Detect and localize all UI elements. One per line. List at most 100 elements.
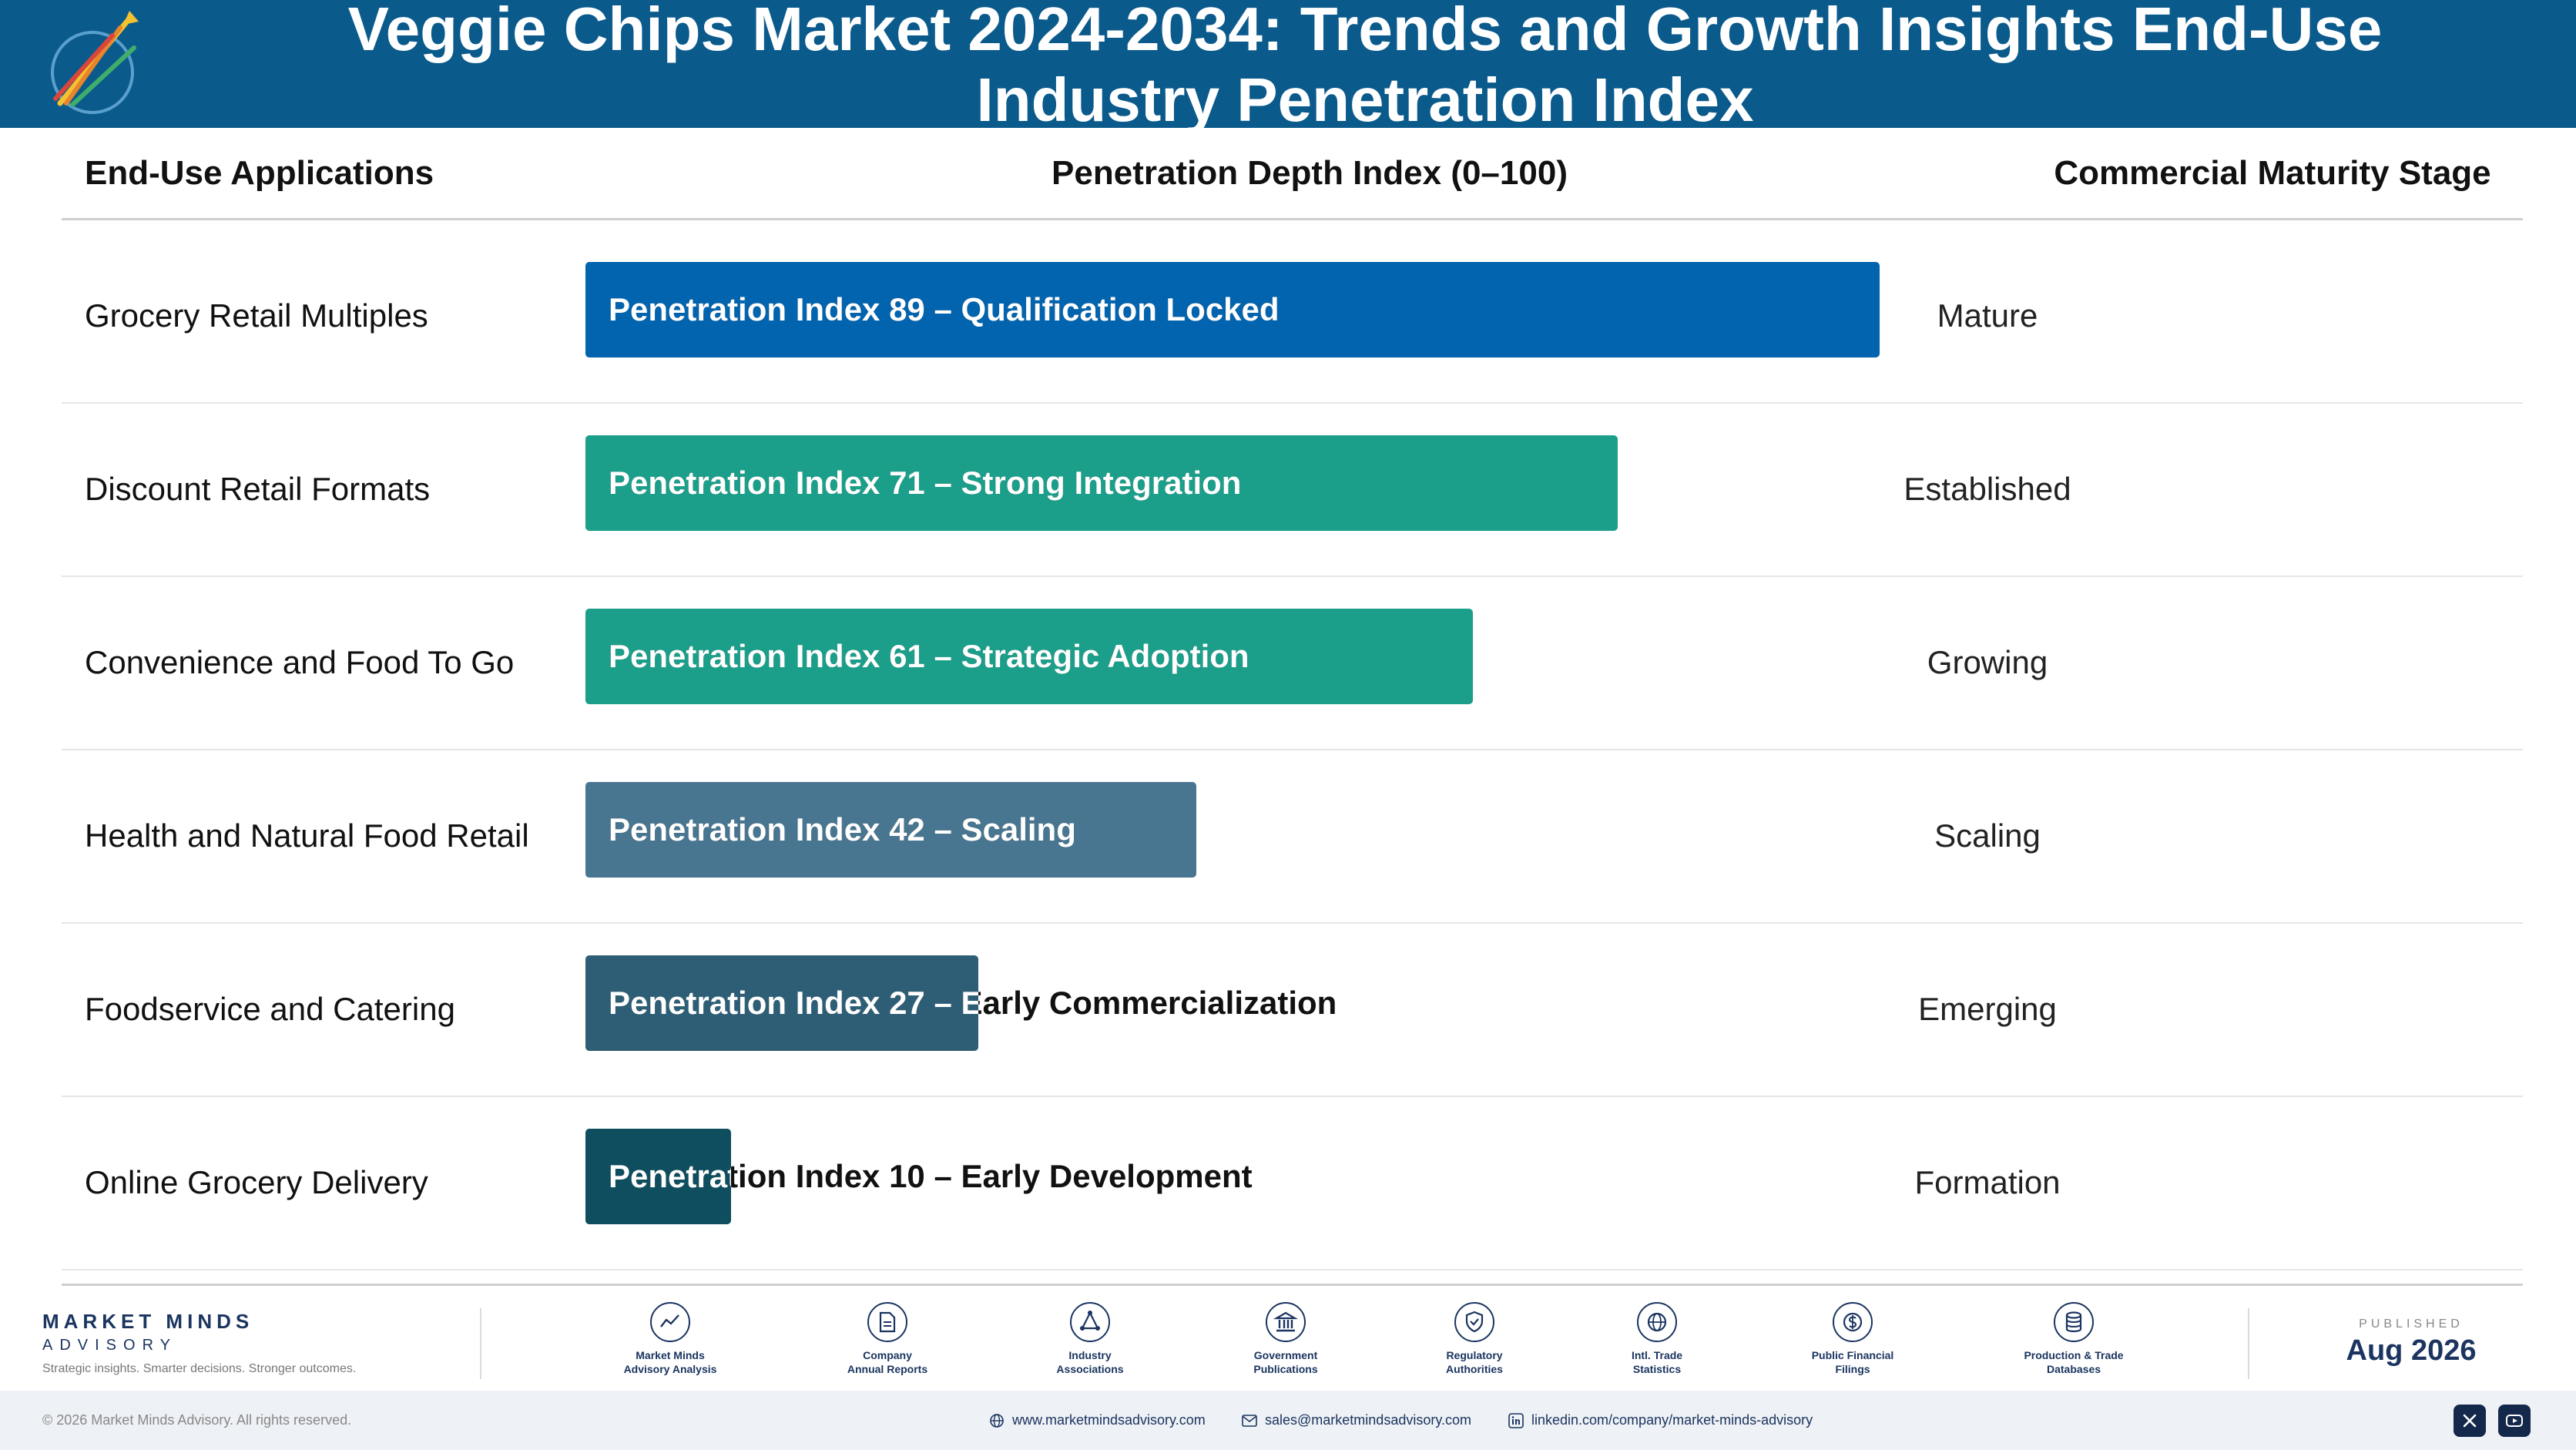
source-item: Intl. Trade Statistics (1572, 1302, 1742, 1376)
source-item: Company Annual Reports (803, 1302, 972, 1376)
category-label: Health and Natural Food Retail (85, 817, 529, 854)
website-link[interactable]: www.marketmindsadvisory.com (989, 1391, 1206, 1450)
source-label-line-2: Advisory Analysis (623, 1363, 717, 1375)
bar-label: Penetration Index 71 – Strong Integratio… (609, 465, 1242, 501)
source-label-line-1: Company (863, 1349, 912, 1361)
chart-row: Foodservice and Catering Penetration Inde… (62, 923, 2523, 1097)
brand-tagline: Strategic insights. Smarter decisions. S… (42, 1362, 357, 1375)
x-icon (2463, 1414, 2477, 1428)
bar-label-inbar: Penetration Index 10 – Early Development (609, 1158, 731, 1194)
chart-row: Convenience and Food To Go Penetration In… (62, 576, 2523, 750)
brand-sub: ADVISORY (42, 1337, 177, 1354)
category-label: Online Grocery Delivery (85, 1164, 428, 1200)
maturity-stage: Emerging (1918, 991, 2057, 1027)
email-link[interactable]: sales@marketmindsadvisory.com (1242, 1391, 1471, 1450)
category-label: Foodservice and Catering (85, 991, 455, 1027)
source-label: Market Minds Advisory Analysis (585, 1348, 755, 1376)
source-label-line-2: Filings (1835, 1363, 1870, 1375)
chart-row: Discount Retail Formats Penetration Index… (62, 403, 2523, 577)
index-bar (585, 609, 1473, 704)
column-header-stage: Commercial Maturity Stage (2054, 154, 2491, 192)
header-banner: Veggie Chips Market 2024-2034: Trends an… (0, 0, 2576, 128)
category-label: Grocery Retail Multiples (85, 297, 428, 334)
source-label-line-2: Publications (1253, 1363, 1318, 1375)
maturity-stage: Established (1903, 471, 2071, 507)
bar-label-inbar: Penetration Index 71 – Strong Integratio… (609, 465, 1242, 501)
bar-label: Penetration Index 27 – Early Commerciali… (609, 985, 1337, 1021)
source-label-line-1: Regulatory (1446, 1349, 1503, 1361)
bar-label-inbar: Penetration Index 27 – Early Commerciali… (609, 985, 978, 1021)
youtube-social-button[interactable] (2498, 1405, 2531, 1437)
source-label: Regulatory Authorities (1390, 1348, 1559, 1376)
globe-icon (1637, 1302, 1677, 1342)
bar-label-overlay: Penetration Index 89 – Qualification Loc… (585, 262, 1880, 357)
maturity-stage: Mature (1937, 297, 2038, 334)
published-date: Aug 2026 (2346, 1334, 2477, 1367)
footer-divider (480, 1308, 481, 1379)
category-label: Discount Retail Formats (85, 471, 431, 507)
bar-label: Penetration Index 10 – Early Development (609, 1158, 1253, 1194)
brand-name: MARKET MINDS (42, 1310, 254, 1333)
table-bottom-divider (62, 1284, 2523, 1286)
globe-icon (990, 1413, 1004, 1428)
title-line-2: Industry Penetration Index (976, 65, 1754, 128)
title-line-1: Veggie Chips Market 2024-2034: Trends an… (347, 0, 2383, 63)
index-bar (585, 435, 1618, 531)
youtube-icon (2506, 1415, 2523, 1427)
email-text: sales@marketmindsadvisory.com (1265, 1412, 1472, 1428)
linkedin-link[interactable]: linkedin.com/company/market-minds-adviso… (1508, 1391, 1813, 1450)
bar-label: Penetration Index 61 – Strategic Adoptio… (609, 638, 1249, 674)
bar-label: Penetration Index 89 – Qualification Loc… (609, 291, 1280, 327)
source-label-line-1: Public Financial (1811, 1349, 1894, 1361)
source-label: Public Financial Filings (1768, 1348, 1937, 1376)
bar-label-inbar: Penetration Index 42 – Scaling (609, 811, 1076, 848)
footer-contact-strip: © 2026 Market Minds Advisory. All rights… (0, 1391, 2576, 1450)
chart-row: Online Grocery Delivery Penetration Index… (62, 1096, 2523, 1270)
index-bar (585, 782, 1196, 878)
logo-icon (51, 11, 139, 114)
chart-row: Grocery Retail Multiples Penetration Inde… (62, 230, 2523, 404)
source-item: Production & Trade Databases (1989, 1302, 2158, 1376)
index-bar (585, 1129, 731, 1224)
source-item: Regulatory Authorities (1390, 1302, 1559, 1376)
source-item: Public Financial Filings (1768, 1302, 1937, 1376)
source-label-line-2: Databases (2046, 1363, 2101, 1375)
source-label-line-2: Annual Reports (847, 1363, 928, 1375)
index-bar (585, 262, 1880, 357)
source-label: Production & Trade Databases (1989, 1348, 2158, 1376)
database-icon (2054, 1302, 2094, 1342)
bar-label-overlay: Penetration Index 71 – Strong Integratio… (585, 435, 1618, 531)
maturity-stage: Formation (1914, 1164, 2061, 1200)
chart-row: Health and Natural Food Retail Penetratio… (62, 750, 2523, 924)
footer-divider (2248, 1308, 2249, 1379)
source-label-line-2: Associations (1056, 1363, 1124, 1375)
dollar-icon (1833, 1302, 1873, 1342)
x-social-button[interactable] (2454, 1405, 2486, 1437)
document-icon (867, 1302, 907, 1342)
bar-label-overlay: Penetration Index 61 – Strategic Adoptio… (585, 609, 1473, 704)
source-label: Government Publications (1201, 1348, 1370, 1376)
source-label: Company Annual Reports (803, 1348, 972, 1376)
source-label-line-1: Production & Trade (2024, 1349, 2124, 1361)
network-icon (1070, 1302, 1110, 1342)
category-label: Convenience and Food To Go (85, 644, 515, 680)
bar-label-overlay: Penetration Index 42 – Scaling (585, 782, 1196, 878)
source-label: Industry Associations (1005, 1348, 1175, 1376)
maturity-stage: Scaling (1934, 817, 2041, 854)
bar-label-overlay: Penetration Index 10 – Early Development (585, 1129, 731, 1224)
column-header-index: Penetration Depth Index (0–100) (1052, 154, 1568, 192)
mail-icon (1242, 1414, 1257, 1427)
bar-label-inbar: Penetration Index 61 – Strategic Adoptio… (609, 638, 1249, 674)
source-label-line-2: Statistics (1632, 1363, 1682, 1375)
source-label: Intl. Trade Statistics (1572, 1348, 1742, 1376)
source-label-line-1: Government (1253, 1349, 1318, 1361)
shield-icon (1454, 1302, 1494, 1342)
source-item: Government Publications (1201, 1302, 1370, 1376)
source-item: Industry Associations (1005, 1302, 1175, 1376)
bar-label-inbar: Penetration Index 89 – Qualification Loc… (609, 291, 1280, 327)
published-label: PUBLISHED (2359, 1317, 2464, 1331)
bar-label: Penetration Index 42 – Scaling (609, 811, 1076, 848)
bar-label-overlay: Penetration Index 27 – Early Commerciali… (585, 955, 978, 1051)
chart-line-icon (650, 1302, 690, 1342)
column-header-applications: End-Use Applications (85, 154, 434, 192)
